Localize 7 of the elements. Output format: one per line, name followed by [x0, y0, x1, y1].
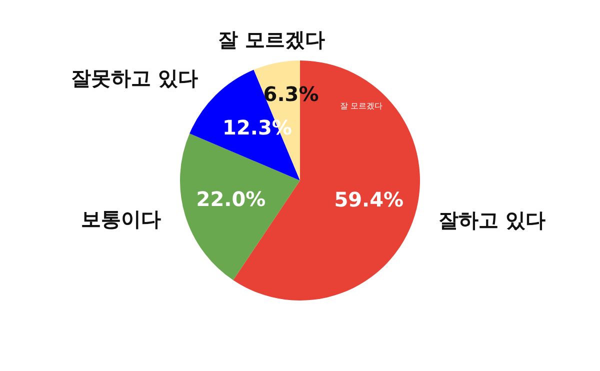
slice-label: 보통이다: [81, 207, 162, 232]
slice-label: 잘못하고 있다: [70, 66, 198, 90]
text: 잘 모르겠다: [340, 102, 383, 110]
slice-label: 잘하고 있다: [438, 208, 546, 232]
data-label: 22.0%: [196, 187, 266, 212]
data-label: 59.4%: [334, 188, 404, 212]
slice-label: 잘 모르겠다: [218, 27, 325, 52]
